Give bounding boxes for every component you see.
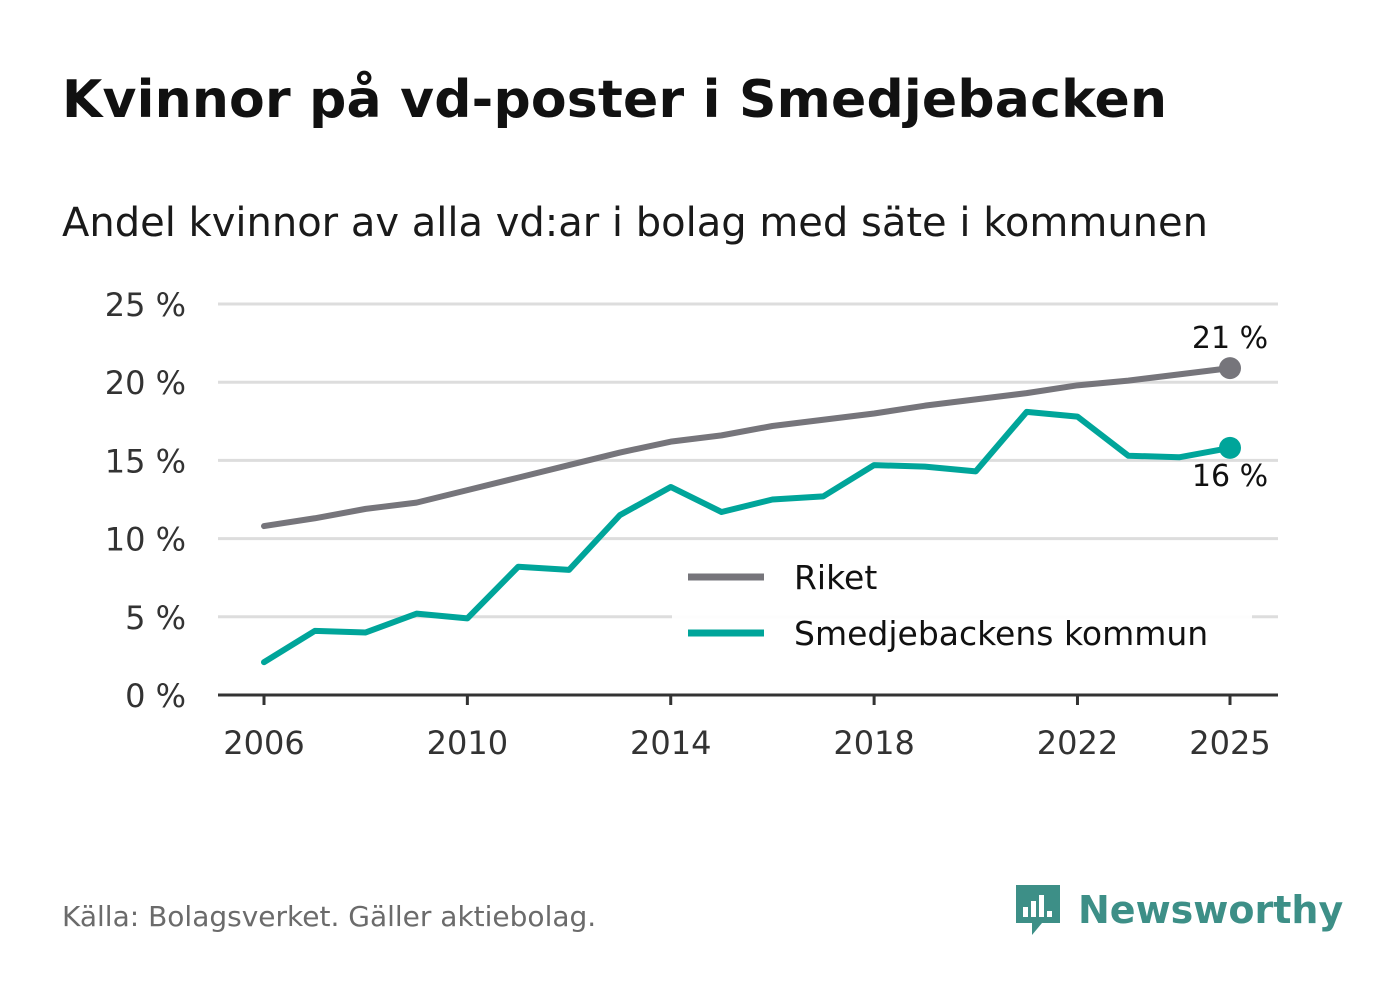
series-line-riket xyxy=(261,365,1233,530)
y-tick-label: 5 % xyxy=(125,599,186,637)
legend: Riket Smedjebackens kommun xyxy=(672,550,1252,668)
x-tick-label: 2025 xyxy=(1189,724,1270,762)
chart-title: Kvinnor på vd-poster i Smedjebacken xyxy=(62,70,1168,130)
x-tick-label: 2022 xyxy=(1037,724,1118,762)
newsworthy-logo-icon xyxy=(1016,885,1060,935)
end-labels: 21 % 16 % xyxy=(1192,321,1268,494)
source-note: Källa: Bolagsverket. Gäller aktiebolag. xyxy=(62,900,597,933)
series-lines xyxy=(261,365,1233,666)
chart-subtitle: Andel kvinnor av alla vd:ar i bolag med … xyxy=(62,200,1208,246)
legend-label: Smedjebackens kommun xyxy=(794,614,1208,653)
y-tick-label: 25 % xyxy=(105,286,186,324)
x-tick-label: 2014 xyxy=(630,724,711,762)
y-axis-ticks: 0 % 5 % 10 % 15 % 20 % 25 % xyxy=(105,286,186,715)
end-value-label: 16 % xyxy=(1192,459,1268,494)
x-tick-label: 2018 xyxy=(833,724,914,762)
legend-label: Riket xyxy=(794,558,877,597)
brand-logo: Newsworthy xyxy=(1012,880,1343,940)
y-tick-label: 20 % xyxy=(105,364,186,402)
legend-background xyxy=(672,550,1252,668)
end-value-label: 21 % xyxy=(1192,321,1268,356)
x-tick-label: 2010 xyxy=(427,724,508,762)
end-point-marker xyxy=(1219,436,1241,459)
y-tick-label: 10 % xyxy=(105,521,186,559)
y-tick-label: 0 % xyxy=(125,677,186,715)
y-tick-label: 15 % xyxy=(105,442,186,480)
brand-name: Newsworthy xyxy=(1078,888,1344,932)
end-point-marker xyxy=(1219,357,1241,380)
x-tick-label: 2006 xyxy=(223,724,304,762)
x-axis: 2006 2010 2014 2018 2022 2025 xyxy=(218,693,1278,762)
series-line-smedjebacken xyxy=(261,408,1233,666)
